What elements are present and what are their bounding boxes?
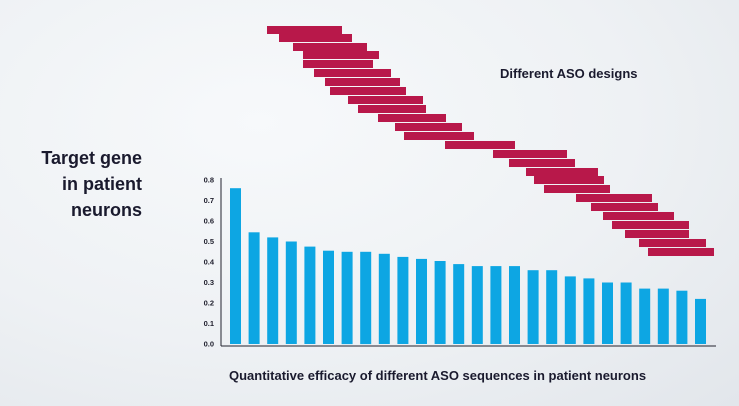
- y-tick-label: 0.8: [204, 176, 214, 185]
- aso-segment: [639, 239, 706, 247]
- y-tick-label: 0.2: [204, 299, 214, 308]
- aso-segment: [348, 96, 423, 104]
- aso-segment: [445, 141, 515, 149]
- bar: [564, 276, 576, 344]
- bar: [546, 270, 558, 344]
- bar: [453, 264, 465, 344]
- bar-series: [230, 188, 706, 345]
- bar: [397, 256, 409, 344]
- target-label-line-2: in patient: [62, 174, 142, 194]
- aso-segment: [603, 212, 674, 220]
- aso-segment: [303, 51, 379, 59]
- aso-designs-label: Different ASO designs: [500, 66, 638, 81]
- bar: [509, 266, 520, 344]
- bar: [676, 290, 688, 344]
- bar: [527, 270, 539, 344]
- target-label-line-1: Target gene: [41, 148, 142, 168]
- aso-segment: [267, 26, 342, 34]
- aso-segment: [612, 221, 689, 229]
- aso-segment: [279, 34, 352, 42]
- target-gene-label: Target gene in patient neurons: [41, 145, 142, 223]
- aso-design-segments: [267, 26, 714, 256]
- bar: [304, 246, 316, 344]
- aso-segment: [526, 168, 598, 176]
- aso-segment: [325, 78, 400, 86]
- y-tick-label: 0.6: [204, 217, 214, 226]
- aso-segment: [534, 176, 604, 184]
- aso-segment: [395, 123, 462, 131]
- bar: [341, 251, 353, 345]
- bar: [323, 250, 334, 344]
- aso-segment: [303, 60, 373, 68]
- aso-segment: [358, 105, 426, 113]
- x-axis-caption: Quantitative efficacy of different ASO s…: [229, 368, 647, 383]
- y-tick-label: 0.1: [204, 319, 214, 328]
- bar: [657, 288, 669, 344]
- bar: [583, 278, 595, 344]
- bar: [416, 258, 427, 344]
- aso-segment: [576, 194, 652, 202]
- aso-segment: [330, 87, 406, 95]
- bar: [267, 237, 279, 344]
- y-tick-label: 0.5: [204, 237, 214, 246]
- y-tick-label: 0.3: [204, 278, 214, 287]
- bar: [378, 253, 390, 344]
- bar: [248, 232, 260, 344]
- target-label-line-3: neurons: [70, 200, 142, 220]
- bar: [620, 282, 632, 344]
- aso-segment: [404, 132, 474, 140]
- aso-segment: [493, 150, 567, 158]
- y-tick-label: 0.7: [204, 196, 214, 205]
- aso-segment: [591, 203, 658, 211]
- bar: [695, 298, 706, 344]
- y-axis-ticks: 0.0 0.1 0.2 0.3 0.4 0.5 0.6 0.7 0.8: [204, 176, 215, 349]
- bar: [434, 261, 446, 344]
- aso-segment: [378, 114, 446, 122]
- y-tick-label: 0.4: [204, 258, 215, 267]
- aso-segment: [509, 159, 575, 167]
- bar: [230, 188, 241, 344]
- bar: [285, 241, 297, 344]
- aso-segment: [293, 43, 367, 51]
- aso-segment: [544, 185, 610, 193]
- bar: [360, 251, 372, 345]
- bar: [602, 282, 613, 344]
- bar: [471, 266, 483, 344]
- aso-segment: [625, 230, 689, 238]
- y-tick-label: 0.0: [204, 340, 214, 349]
- aso-segment: [648, 248, 714, 256]
- aso-segment: [314, 69, 391, 77]
- bar: [639, 288, 651, 344]
- bar: [490, 266, 502, 344]
